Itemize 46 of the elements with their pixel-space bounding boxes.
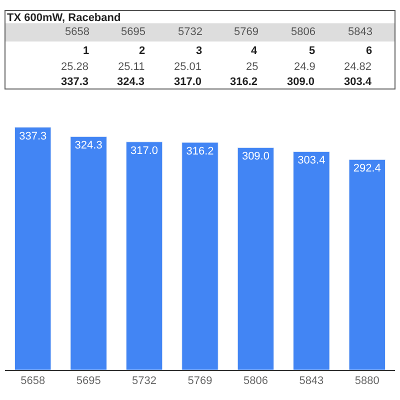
text: 6 <box>366 45 372 57</box>
text: 25.28 <box>61 61 89 73</box>
text: 25 <box>246 61 258 73</box>
text: 303.4 <box>344 76 372 88</box>
text: 5 <box>309 45 316 57</box>
text: 317.0 <box>174 76 202 88</box>
bar <box>126 142 163 370</box>
x-tick-label: 5732 <box>132 375 157 388</box>
x-tick-label: 5695 <box>76 375 101 388</box>
text: 324.3 <box>117 76 145 88</box>
bar <box>70 136 107 370</box>
text: 5658 <box>65 26 90 38</box>
text: 25.01 <box>174 61 202 73</box>
text: 5695 <box>121 26 146 38</box>
text: 2 <box>139 45 146 57</box>
text: 24.82 <box>344 61 372 73</box>
text: 5769 <box>234 26 258 38</box>
x-tick-label: 5843 <box>299 375 324 388</box>
bar <box>182 142 218 370</box>
data-label: 337.3 <box>19 130 47 142</box>
data-label: 324.3 <box>74 140 102 152</box>
bar <box>293 151 330 370</box>
text: 25.11 <box>118 61 145 73</box>
x-tick-label: 5806 <box>243 375 268 388</box>
text: 5732 <box>178 26 202 38</box>
x-tick-label: 5880 <box>354 375 380 388</box>
text: 5843 <box>348 26 372 38</box>
text: 5806 <box>291 26 316 38</box>
text: 309.0 <box>287 76 315 88</box>
data-label: 309.0 <box>242 150 270 163</box>
text: 24.9 <box>294 61 316 73</box>
chart-title: TX 600mW, Raceband <box>7 12 121 24</box>
text: 3 <box>196 45 202 57</box>
text: 316.2 <box>230 76 258 88</box>
data-label: 303.4 <box>298 154 326 167</box>
bar <box>237 147 274 370</box>
text: 1 <box>83 45 90 57</box>
bar <box>348 159 386 370</box>
data-label: 292.4 <box>353 162 381 175</box>
x-tick-label: 5769 <box>188 375 212 388</box>
text: 337.3 <box>61 76 89 88</box>
text: 4 <box>251 45 258 57</box>
bar <box>14 127 52 370</box>
data-label: 317.0 <box>130 144 158 157</box>
x-tick-label: 5658 <box>20 375 46 388</box>
data-label: 316.2 <box>186 145 214 158</box>
